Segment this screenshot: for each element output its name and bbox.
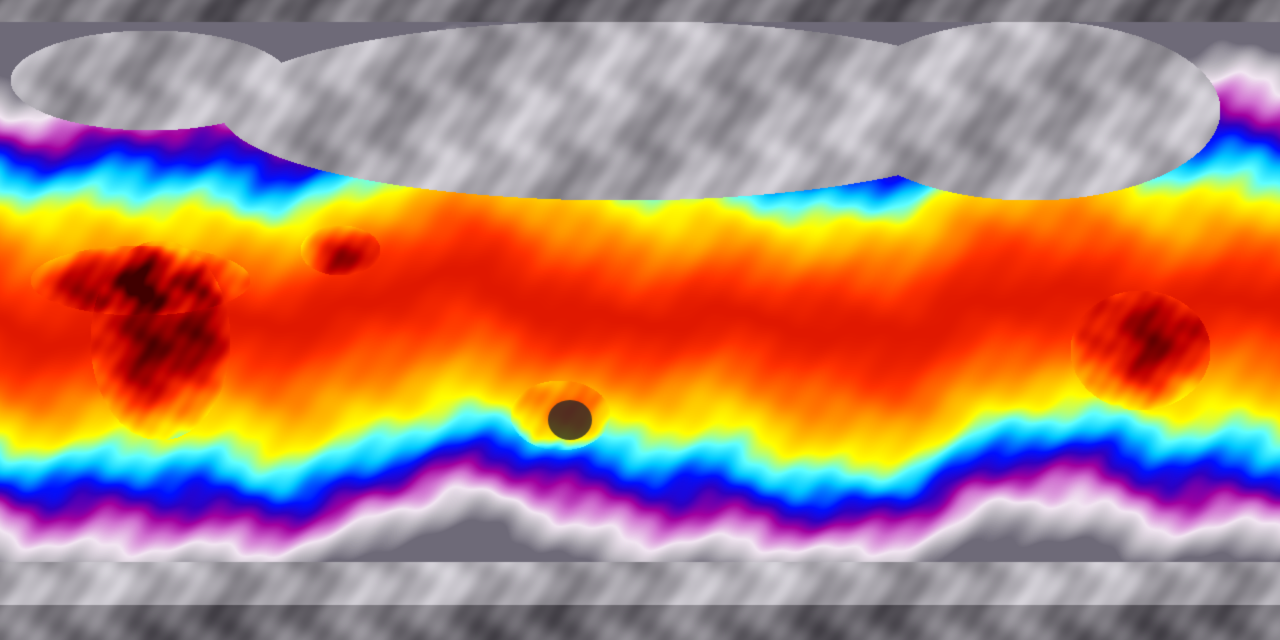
global-temperature-map <box>0 0 1280 640</box>
temperature-field <box>0 0 1280 640</box>
